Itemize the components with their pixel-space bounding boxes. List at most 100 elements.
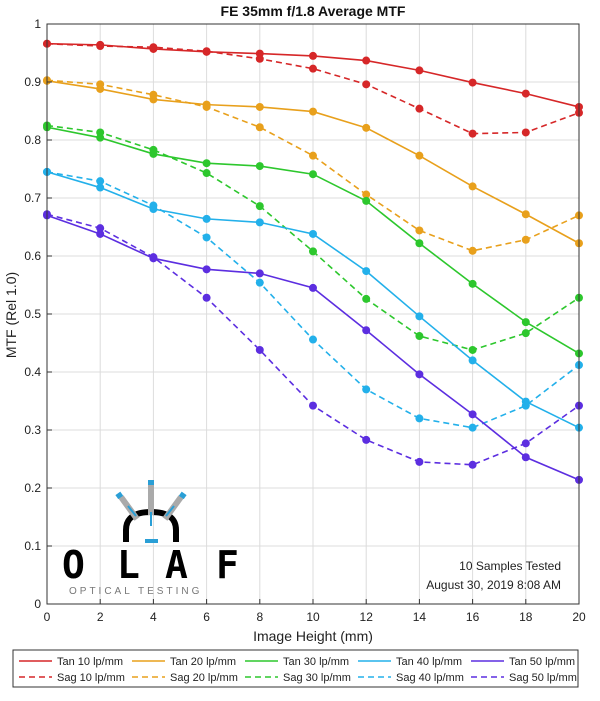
x-tick-label: 4 — [150, 610, 157, 624]
data-point — [202, 214, 211, 223]
data-point — [96, 183, 105, 192]
x-axis-label: Image Height (mm) — [253, 628, 373, 644]
data-point — [521, 453, 530, 462]
y-tick-label: 0.4 — [24, 365, 41, 379]
data-point — [309, 107, 317, 116]
legend-label: Sag 40 lp/mm — [396, 672, 464, 684]
data-point — [202, 233, 211, 242]
legend-label: Tan 10 lp/mm — [57, 656, 123, 668]
x-tick-label: 12 — [360, 610, 374, 624]
data-point — [149, 201, 158, 210]
data-point — [362, 267, 371, 276]
data-point — [96, 42, 105, 51]
data-point — [521, 89, 530, 98]
legend-label: Sag 30 lp/mm — [283, 672, 351, 684]
series-layer — [43, 39, 583, 484]
data-point — [309, 283, 317, 292]
legend-box — [12, 649, 579, 688]
data-point — [468, 78, 477, 87]
data-point — [96, 80, 105, 89]
data-point — [521, 235, 530, 244]
data-point — [415, 312, 424, 321]
data-point — [415, 239, 424, 248]
data-point — [521, 439, 530, 448]
x-tick-label: 16 — [466, 610, 480, 624]
data-point — [415, 151, 424, 160]
y-tick-label: 0.1 — [24, 539, 41, 553]
data-point — [309, 335, 317, 344]
data-point — [255, 345, 264, 354]
data-point — [96, 128, 105, 137]
series-line — [46, 79, 580, 252]
legend-label: Tan 50 lp/mm — [509, 656, 575, 668]
data-point — [415, 414, 424, 423]
x-tick-label: 6 — [203, 610, 210, 624]
data-point — [255, 54, 264, 63]
data-point — [309, 170, 317, 179]
data-point — [468, 460, 477, 469]
legend-label: Sag 10 lp/mm — [57, 672, 125, 684]
x-tick-label: 8 — [256, 610, 263, 624]
x-tick-label: 20 — [572, 610, 586, 624]
data-point — [362, 326, 371, 335]
data-point — [362, 294, 371, 303]
data-point — [96, 229, 105, 238]
data-point — [96, 224, 105, 233]
data-point — [149, 90, 158, 99]
data-point — [202, 265, 211, 274]
legend-label: Tan 20 lp/mm — [170, 656, 236, 668]
legend: Tan 10 lp/mm Sag 10 lp/mm Tan 20 lp/mm Sag … — [12, 649, 579, 688]
y-tick-label: 0.9 — [24, 75, 41, 89]
legend-label: Sag 20 lp/mm — [170, 672, 238, 684]
data-point — [309, 64, 317, 73]
data-point — [255, 218, 264, 227]
logo-subtitle: OPTICAL TESTING — [69, 586, 202, 597]
data-point — [362, 123, 371, 132]
y-axis-label: MTF (Rel 1.0) — [3, 272, 19, 358]
date-annotation: August 30, 2019 8:08 AM — [426, 578, 561, 592]
chart-title: FE 35mm f/1.8 Average MTF — [221, 3, 406, 19]
data-point — [202, 293, 211, 302]
data-point — [468, 345, 477, 354]
data-point — [202, 47, 211, 56]
data-point — [521, 329, 530, 338]
data-point — [309, 229, 317, 238]
y-tick-label: 0 — [34, 597, 41, 611]
data-point — [362, 190, 371, 199]
data-point — [255, 202, 264, 211]
legend-label: Sag 50 lp/mm — [509, 672, 577, 684]
data-point — [255, 162, 264, 171]
data-point — [468, 246, 477, 255]
data-point — [521, 128, 530, 137]
data-point — [415, 332, 424, 341]
data-point — [362, 435, 371, 444]
data-point — [415, 457, 424, 466]
x-tick-label: 10 — [306, 610, 320, 624]
legend-label: Tan 30 lp/mm — [283, 656, 349, 668]
samples-annotation: 10 Samples Tested — [459, 559, 561, 573]
data-point — [415, 226, 424, 235]
data-point — [468, 410, 477, 419]
logo-letter-o: O — [62, 543, 85, 587]
data-point — [521, 401, 530, 410]
data-point — [415, 104, 424, 113]
y-tick-label: 0.3 — [24, 423, 41, 437]
data-point — [96, 177, 105, 186]
logo-letter-l: L — [117, 543, 140, 587]
data-point — [255, 102, 264, 111]
x-tick-label: 18 — [519, 610, 533, 624]
data-point — [468, 182, 477, 191]
logo-lens-icon — [115, 480, 187, 543]
data-point — [362, 196, 371, 205]
data-point — [309, 51, 317, 60]
y-tick-label: 0.6 — [24, 249, 41, 263]
data-point — [309, 151, 317, 160]
y-tick-label: 0.8 — [24, 133, 41, 147]
legend-label: Tan 40 lp/mm — [396, 656, 462, 668]
data-point — [149, 253, 158, 262]
data-point — [309, 401, 317, 410]
data-point — [255, 123, 264, 132]
x-tick-label: 14 — [413, 610, 427, 624]
series-sag-50-lp-mm — [43, 210, 583, 469]
